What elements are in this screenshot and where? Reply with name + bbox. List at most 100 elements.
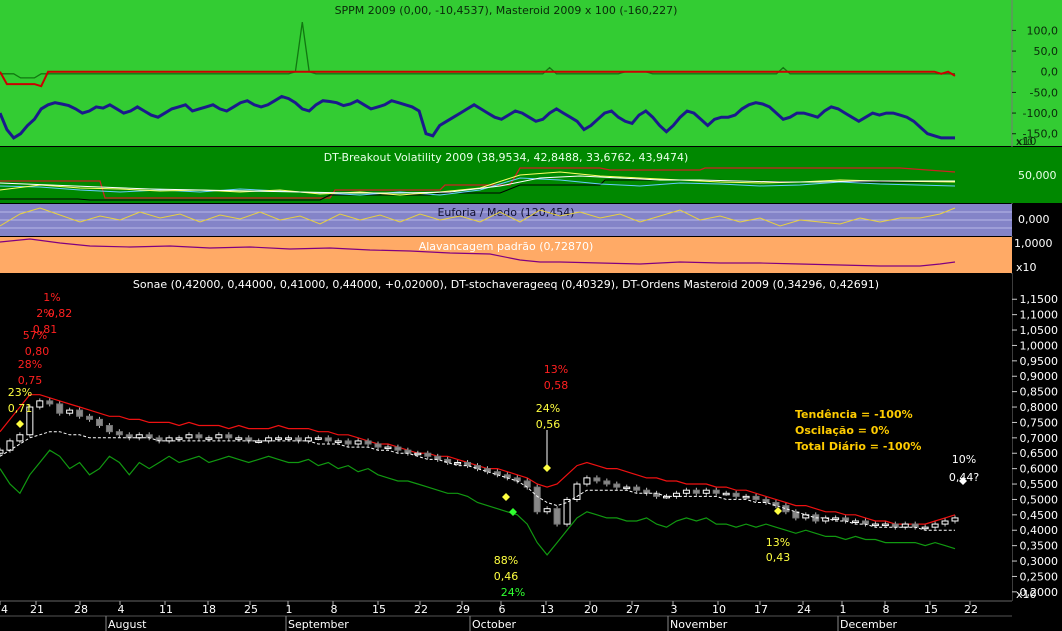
y-tick-label: 0,3000 (1020, 555, 1059, 568)
candle-body (682, 489, 690, 494)
candle-body (384, 446, 392, 450)
candle-body (95, 418, 103, 427)
x-tick-label: 17 (754, 603, 768, 616)
info-box: Tendência = -100% Oscilação = 0% Total D… (795, 408, 921, 453)
panel-breakout-unit: x10 (1016, 135, 1037, 148)
y-tick-label: 1,1000 (1020, 309, 1059, 322)
x-tick-label: 15 (372, 603, 386, 616)
signal-marker (509, 508, 517, 516)
x-tick-label: 22 (964, 603, 978, 616)
y-tick-label: -100,0 (1023, 107, 1058, 120)
annotation-label: 13% (766, 536, 790, 549)
panel-breakout-y-tick: 50,000 (1018, 169, 1057, 182)
y-tick-label: 0,3500 (1020, 540, 1059, 553)
candle-body (46, 400, 54, 405)
x-tick-label: 22 (414, 603, 428, 616)
y-tick-label: 0,6000 (1020, 463, 1059, 476)
panel-euforia-axis-bg (1012, 204, 1062, 236)
candle-body (722, 492, 730, 496)
y-tick-label: 50,0 (1034, 45, 1059, 58)
candle-body (573, 483, 581, 500)
candle-body (364, 440, 372, 445)
y-tick-label: 0,4500 (1020, 509, 1059, 522)
panel-price-y-ticks: 1,1500 1,1000 1,0500 1,0000 0,9500 0,9000 0,85… (1012, 293, 1058, 599)
annotation-label: 10% (952, 453, 976, 466)
panel-sppm-axis-bg (1012, 0, 1062, 146)
y-tick-label: 1,0000 (1020, 339, 1059, 352)
candle-body (852, 520, 860, 523)
annotation-label: 24% (536, 402, 560, 415)
panel-alavancagem-bg (0, 237, 1012, 273)
candle-body (563, 498, 571, 525)
month-label: September (288, 618, 349, 631)
candle-body (772, 502, 780, 507)
x-tick-label: 4 (1, 603, 8, 616)
y-tick-label: 0,7500 (1020, 416, 1059, 429)
month-label: August (108, 618, 147, 631)
candle-body (16, 434, 24, 442)
y-tick-label: 0,5500 (1020, 478, 1059, 491)
y-tick-label: -150,0 (1023, 128, 1058, 141)
candle-body (692, 489, 700, 494)
candle-body (215, 434, 223, 439)
candle-body (613, 483, 621, 488)
candle-body (225, 434, 233, 439)
candle-body (951, 517, 959, 522)
candle-body (712, 489, 720, 494)
x-tick-label: 6 (499, 603, 506, 616)
panel-price-unit: x10 (1016, 588, 1037, 601)
month-label: November (670, 618, 728, 631)
x-tick-label: 10 (712, 603, 726, 616)
signal-marker (543, 464, 551, 472)
y-tick-label: -50,0 (1030, 86, 1058, 99)
panel-alavancagem-y-tick: 1,0000 (1014, 237, 1053, 250)
candle-body (444, 458, 452, 463)
panel-breakout-series (0, 167, 956, 201)
y-tick-label: 0,7000 (1020, 432, 1059, 445)
x-tick-label: 1 (286, 603, 293, 616)
y-tick-label: 0,4000 (1020, 524, 1059, 537)
candle-body (374, 443, 382, 448)
stochaverage-line (0, 431, 955, 531)
panel-euforia-title: Euforia / Medo (120,454) (437, 206, 574, 219)
candle-body (284, 437, 292, 440)
y-tick-label: 0,5000 (1020, 493, 1059, 506)
panel-breakout-bg (0, 147, 1012, 203)
y-tick-label: 0,8000 (1020, 401, 1059, 414)
candle-body (175, 437, 183, 440)
x-tick-label: 28 (74, 603, 88, 616)
x-axis-ticks: 4 21 28 4 11 18 25 1 8 15 22 29 6 13 20 27 3 10 17 24 1 8 15 22 (0, 601, 978, 616)
info-oscilacao: Oscilação = 0% (795, 424, 889, 437)
candle-body (941, 520, 949, 525)
candle-body (434, 455, 442, 460)
candle-body (56, 403, 64, 414)
y-tick-label: 0,2500 (1020, 570, 1059, 583)
candle-body (0, 449, 4, 454)
annotation-label: 23% (8, 386, 32, 399)
candle-body (702, 489, 710, 494)
panel-sppm-title: SPPM 2009 (0,00, -10,4537), Masteroid 20… (335, 4, 678, 17)
y-tick-label: 0,6500 (1020, 447, 1059, 460)
candle-body (324, 437, 332, 442)
x-tick-label: 27 (626, 603, 640, 616)
candle-body (26, 406, 34, 436)
y-tick-label: 100,0 (1027, 24, 1059, 37)
x-tick-label: 25 (244, 603, 258, 616)
panel-price-title: Sonae (0,42000, 0,44000, 0,41000, 0,4400… (133, 278, 879, 291)
x-tick-label: 3 (671, 603, 678, 616)
panel-alavancagem-title: Alavancagem padrão (0,72870) (419, 240, 594, 253)
info-total-diario: Total Diário = -100% (795, 440, 921, 453)
candle-body (742, 495, 750, 499)
candle-body (483, 468, 491, 473)
candle-body (732, 492, 740, 497)
annotation-label: 0,81 (33, 323, 58, 336)
x-tick-label: 8 (331, 603, 338, 616)
candle-body (235, 437, 243, 440)
candle-body (354, 440, 362, 445)
candle-body (6, 440, 14, 451)
candle-body (752, 495, 760, 500)
annotation-label: 57% (23, 329, 47, 342)
candle-body (881, 523, 889, 527)
panel-alavancagem-unit: x10 (1016, 261, 1037, 274)
